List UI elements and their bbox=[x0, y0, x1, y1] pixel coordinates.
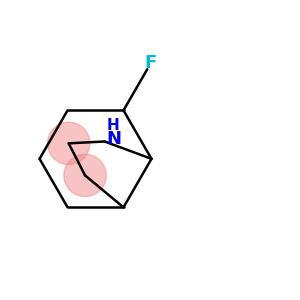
Circle shape bbox=[64, 154, 106, 197]
Text: F: F bbox=[145, 54, 157, 72]
Circle shape bbox=[47, 122, 90, 164]
Text: N: N bbox=[106, 130, 121, 148]
Text: H: H bbox=[107, 118, 120, 133]
